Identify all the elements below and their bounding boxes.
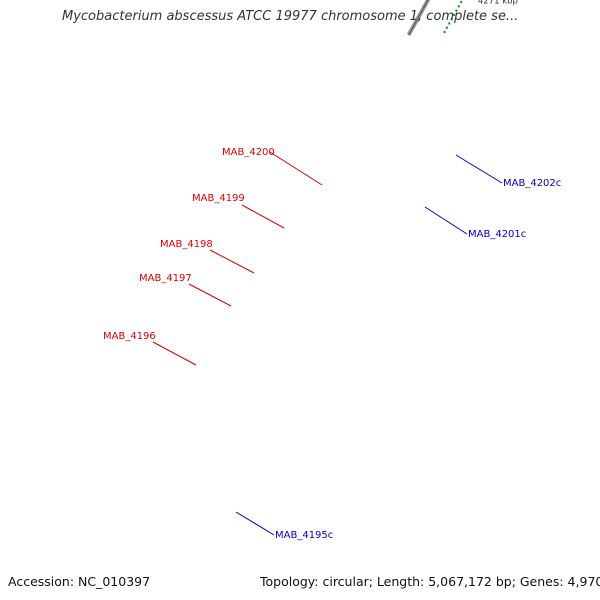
gene-label[interactable]: MAB_4200 (222, 147, 275, 158)
minor-tick-dot (450, 17, 453, 21)
gene-leader-line (235, 511, 275, 536)
gene-leader-line (152, 341, 197, 366)
gene-label[interactable]: MAB_4197 (139, 273, 192, 284)
minor-tick-dot (455, 9, 458, 12)
kbp-tick-track: 4259 kbp4260 kbp4261 kbp4262 kbp4263 kbp… (443, 0, 518, 34)
gene-label[interactable]: MAB_4199 (192, 193, 245, 204)
minor-tick-dot (452, 13, 456, 17)
kbp-tick-label: 4271 kbp (478, 0, 518, 6)
accession-text: Accession: NC_010397 (8, 574, 151, 589)
gene-label[interactable]: MAB_4198 (160, 239, 213, 250)
gene-leader-line (209, 249, 255, 274)
gene-leader-line (269, 151, 323, 186)
gene-label[interactable]: MAB_4201c (468, 229, 526, 240)
gene-leader-line (241, 204, 285, 229)
minor-tick-dot (445, 26, 449, 29)
minor-tick-dot (443, 30, 446, 34)
minor-tick-dot (448, 22, 451, 25)
gene-label[interactable]: MAB_4196 (103, 331, 156, 342)
minor-tick-dot (459, 0, 463, 4)
gene-leader-line (188, 283, 232, 307)
gene-leader-line (455, 154, 503, 184)
gene-label[interactable]: MAB_4202c (503, 178, 561, 189)
gene-label[interactable]: MAB_4195c (275, 530, 333, 541)
minor-tick-dot (457, 5, 460, 8)
gene-label-leaders (152, 151, 503, 536)
gene-label-layer: MAB_4200 MAB_4199 MAB_4198 MAB_4197 MAB_4196… (103, 147, 561, 541)
gene-leader-line (424, 206, 468, 235)
sequence-title: Mycobacterium abscessus ATCC 19977 chrom… (62, 9, 519, 24)
sequence-summary-text: Topology: circular; Length: 5,067,172 bp… (260, 574, 600, 589)
